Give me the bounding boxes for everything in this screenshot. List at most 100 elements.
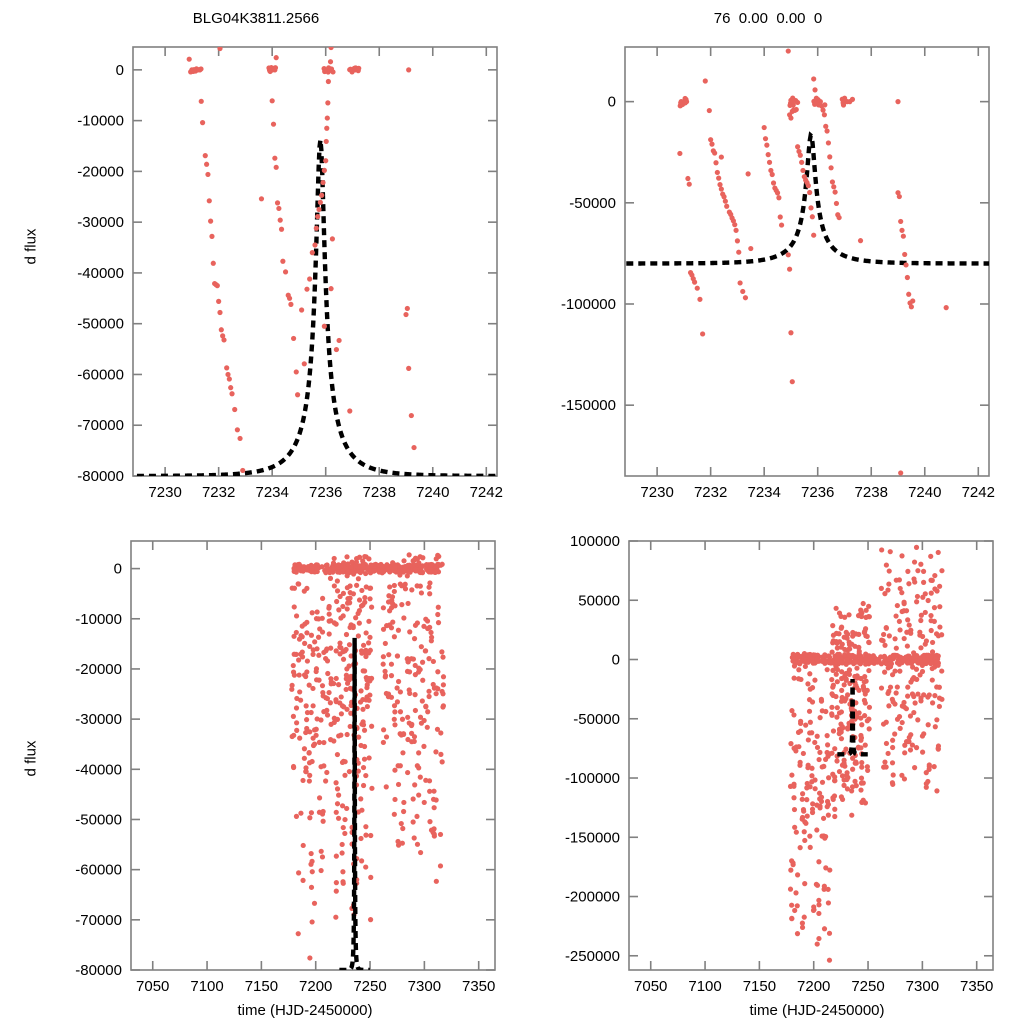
data-point	[416, 765, 422, 771]
data-point	[392, 603, 398, 609]
data-point	[440, 682, 446, 688]
data-point	[363, 772, 369, 779]
data-point	[340, 613, 346, 619]
data-point	[789, 902, 795, 908]
data-point	[344, 805, 350, 812]
y-tick-label: 0	[608, 94, 616, 111]
data-point	[847, 646, 853, 652]
data-point	[821, 112, 827, 118]
data-point	[910, 664, 916, 670]
data-point	[892, 731, 898, 737]
data-point	[829, 712, 835, 718]
data-point	[863, 607, 869, 613]
data-point	[819, 658, 826, 664]
data-point	[300, 566, 306, 572]
data-point	[367, 596, 373, 602]
data-point	[360, 560, 367, 567]
x-tick-label: 7240	[908, 484, 941, 501]
data-point	[422, 648, 428, 654]
data-point	[858, 660, 864, 666]
data-point	[918, 617, 924, 624]
data-point	[392, 709, 398, 715]
data-point	[320, 179, 326, 186]
data-point	[901, 635, 907, 642]
data-point	[844, 635, 850, 641]
data-point	[929, 677, 935, 683]
x-tick-label: 7300	[408, 978, 441, 995]
data-point	[384, 562, 390, 568]
data-point	[320, 808, 326, 815]
data-point	[810, 907, 817, 913]
data-point	[399, 602, 405, 608]
data-point	[823, 123, 829, 129]
data-point	[920, 568, 927, 574]
data-point	[878, 685, 885, 691]
data-point	[301, 746, 308, 752]
data-point	[840, 101, 846, 107]
data-point	[295, 392, 301, 398]
data-point	[849, 96, 856, 102]
data-point	[818, 798, 825, 805]
data-point	[358, 835, 364, 842]
data-point	[816, 935, 822, 942]
data-point	[311, 900, 318, 906]
data-point	[336, 792, 342, 798]
panel-bottom-right-xlabel: time (HJD-2450000)	[749, 1002, 885, 1019]
data-point	[339, 803, 346, 809]
data-point	[852, 778, 858, 784]
data-point	[340, 824, 346, 831]
data-point	[333, 853, 339, 859]
data-point	[364, 703, 370, 710]
data-point	[329, 236, 335, 242]
data-point	[859, 764, 865, 770]
data-point	[862, 713, 868, 719]
data-point	[904, 274, 910, 281]
panel-top-right-plot: 7230 7232 7234 7236 7238 7240 7242 0 -50000 -1000…	[561, 46, 995, 501]
data-point	[882, 669, 888, 675]
data-point	[816, 790, 823, 796]
data-point	[832, 778, 838, 784]
data-point	[856, 631, 862, 637]
data-point	[356, 554, 363, 560]
data-point	[879, 547, 885, 553]
data-point	[827, 154, 833, 160]
data-point	[367, 692, 373, 698]
data-point	[818, 794, 825, 800]
data-point	[787, 266, 793, 272]
data-point	[277, 217, 283, 223]
data-point	[276, 205, 282, 212]
data-point	[392, 767, 398, 773]
data-point	[310, 685, 316, 692]
data-point	[319, 683, 326, 689]
data-point	[899, 227, 905, 233]
data-point	[799, 924, 806, 931]
y-tick-label: -100000	[565, 770, 620, 787]
data-point	[833, 200, 840, 207]
data-point	[321, 739, 327, 746]
data-point	[411, 835, 417, 841]
data-point	[899, 719, 905, 726]
data-point	[805, 659, 811, 665]
data-point	[433, 691, 439, 697]
data-point	[321, 763, 327, 769]
panel-top-left-title: BLG04K3811.2566	[192, 10, 320, 27]
data-point	[919, 662, 925, 668]
data-point	[928, 553, 934, 559]
data-point	[303, 703, 309, 709]
data-point	[383, 784, 389, 790]
data-point	[925, 597, 931, 604]
y-tick-label: -70000	[75, 912, 122, 929]
data-point	[220, 333, 226, 339]
data-point	[290, 335, 297, 342]
x-tick-label: 7350	[462, 978, 495, 995]
data-point	[901, 699, 907, 706]
data-point	[291, 672, 297, 678]
data-point	[289, 682, 295, 688]
data-point	[839, 773, 846, 779]
data-point	[440, 654, 446, 660]
data-point	[316, 652, 322, 658]
data-point	[797, 152, 803, 158]
data-point	[845, 775, 851, 781]
data-point	[408, 722, 415, 729]
data-point	[732, 222, 738, 228]
